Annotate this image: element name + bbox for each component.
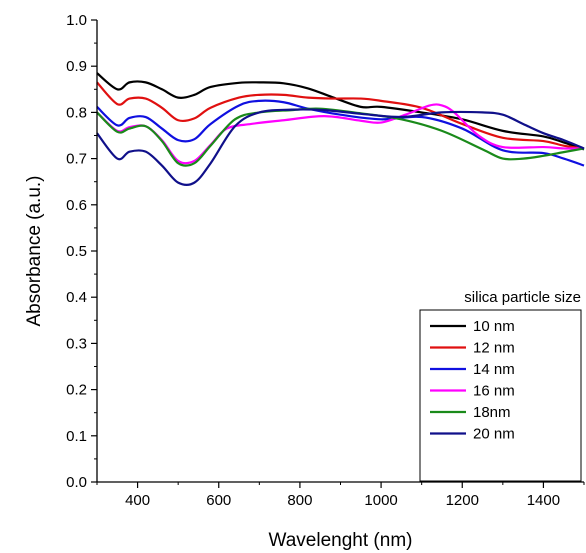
- series-line-1: [96, 72, 585, 151]
- legend-label-6: 20 nm: [473, 426, 515, 443]
- y-tick-label: 0.6: [66, 197, 87, 214]
- y-axis-title: Absorbance (a.u.): [24, 175, 45, 326]
- legend-box: [419, 309, 582, 482]
- y-tick-label: 1.0: [66, 12, 87, 29]
- x-tick-label: 600: [206, 492, 231, 509]
- legend-title: silica particle size: [464, 289, 581, 306]
- y-tick-label: 0.4: [66, 289, 87, 306]
- x-tick-label: 1400: [527, 492, 560, 509]
- series-line-3: [96, 99, 585, 167]
- series-line-2: [96, 81, 585, 150]
- x-tick-label: 800: [287, 492, 312, 509]
- x-axis-title: Wavelenght (nm): [269, 530, 413, 551]
- ticks-layer: 0.0 0.1 0.2 0.3 0.4 0.5 0.6 0.7 0.8 0.9 1.0 400 600 8…: [66, 12, 585, 509]
- y-tick-label: 0.9: [66, 58, 87, 75]
- legend-label-4: 16 nm: [473, 383, 515, 400]
- legend-label-3: 14 nm: [473, 361, 515, 378]
- y-tick-label: 0.2: [66, 382, 87, 399]
- series-line-6: [96, 108, 585, 187]
- x-tick-label: 1000: [364, 492, 397, 509]
- y-tick-label: 0.1: [66, 428, 87, 445]
- series-layer: [96, 72, 585, 187]
- x-tick-label: 1200: [446, 492, 479, 509]
- y-tick-label: 0.5: [66, 243, 87, 260]
- y-tick-label: 0.8: [66, 104, 87, 121]
- legend-label-5: 18nm: [473, 404, 511, 421]
- y-tick-label: 0.7: [66, 151, 87, 168]
- legend: silica particle size 10 nm 12 nm 14 nm 16 n…: [419, 289, 582, 482]
- y-tick-label: 0.0: [66, 474, 87, 491]
- y-tick-label: 0.3: [66, 335, 87, 352]
- legend-items: 10 nm 12 nm 14 nm 16 nm 18nm 20 nm: [430, 318, 515, 443]
- legend-label-1: 10 nm: [473, 318, 515, 335]
- legend-label-2: 12 nm: [473, 340, 515, 357]
- x-tick-label: 400: [125, 492, 150, 509]
